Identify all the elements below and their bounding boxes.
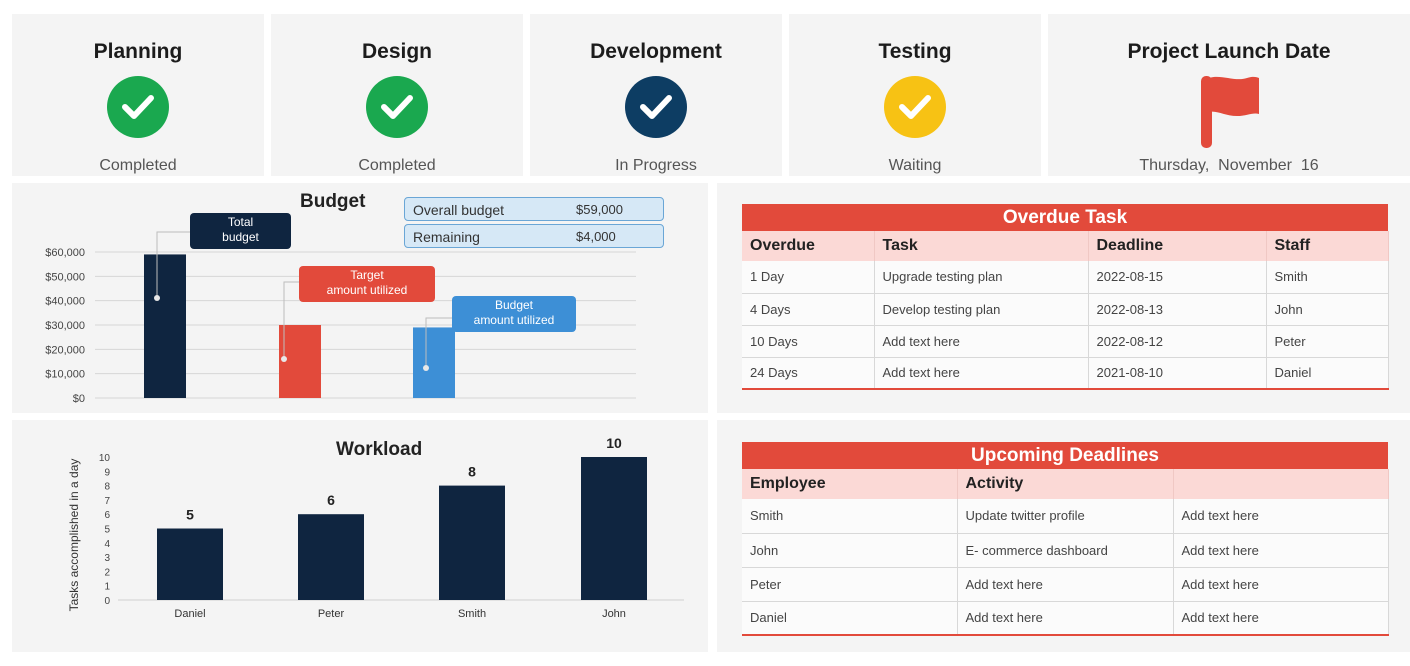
card-status: Completed (358, 157, 436, 174)
col-header: Overdue (742, 231, 875, 261)
planning-card: Planning Completed (12, 14, 264, 176)
workload-chart-title: Workload (336, 439, 423, 460)
flag-icon (1201, 74, 1261, 155)
remaining-box: Remaining $4,000 (404, 224, 664, 248)
card-title: Project Launch Date (1127, 40, 1331, 63)
table-row: 4 Days Develop testing plan 2022-08-13 John (742, 293, 1389, 326)
launch-date-card: Project Launch Date Thursday, November 1… (1048, 14, 1410, 176)
remaining-value: $4,000 (576, 229, 616, 244)
total-budget-callout: Total budget (190, 213, 291, 249)
overall-budget-value: $59,000 (576, 202, 623, 217)
target-callout: Target amount utilized (299, 266, 435, 302)
upcoming-table: Upcoming Deadlines Employee Activity Smi… (742, 442, 1389, 636)
budget-chart-title: Budget (300, 191, 366, 212)
overall-budget-label: Overall budget (413, 202, 505, 218)
table-row: 1 Day Upgrade testing plan 2022-08-15 Smith (742, 261, 1389, 294)
overall-budget-box: Overall budget $59,000 (404, 197, 664, 221)
testing-card: Testing Waiting (789, 14, 1041, 176)
col-header: Activity (957, 469, 1174, 499)
card-status: Completed (99, 157, 177, 174)
overdue-table: Overdue Task Overdue Task Deadline Staff… (742, 204, 1389, 390)
check-icon (107, 76, 169, 138)
col-header: Employee (742, 469, 958, 499)
card-status: Waiting (888, 157, 942, 174)
table-row: 24 Days Add text here 2021-08-10 Daniel (742, 357, 1389, 390)
col-header: Deadline (1088, 231, 1267, 261)
card-title: Design (361, 40, 432, 63)
check-icon (366, 76, 428, 138)
card-title: Development (590, 40, 722, 63)
card-status: In Progress (615, 157, 697, 174)
overdue-title: Overdue Task (742, 204, 1389, 231)
card-title: Testing (878, 40, 952, 63)
development-card: Development In Progress (530, 14, 782, 176)
col-header: Staff (1266, 231, 1389, 261)
utilized-callout: Budget amount utilized (452, 296, 576, 332)
check-icon (625, 76, 687, 138)
table-row: Smith Update twitter profile Add text here (742, 499, 1389, 534)
check-icon (884, 76, 946, 138)
design-card: Design Completed (271, 14, 523, 176)
table-row: John E- commerce dashboard Add text here (742, 533, 1389, 568)
col-header (1173, 469, 1389, 499)
card-title: Planning (93, 40, 183, 63)
table-row: Daniel Add text here Add text here (742, 601, 1389, 636)
col-header: Task (874, 231, 1089, 261)
remaining-label: Remaining (413, 229, 480, 245)
table-row: Peter Add text here Add text here (742, 567, 1389, 602)
upcoming-title: Upcoming Deadlines (742, 442, 1388, 469)
launch-date: Thursday, November 16 (1139, 157, 1319, 174)
table-row: 10 Days Add text here 2022-08-12 Peter (742, 325, 1389, 358)
